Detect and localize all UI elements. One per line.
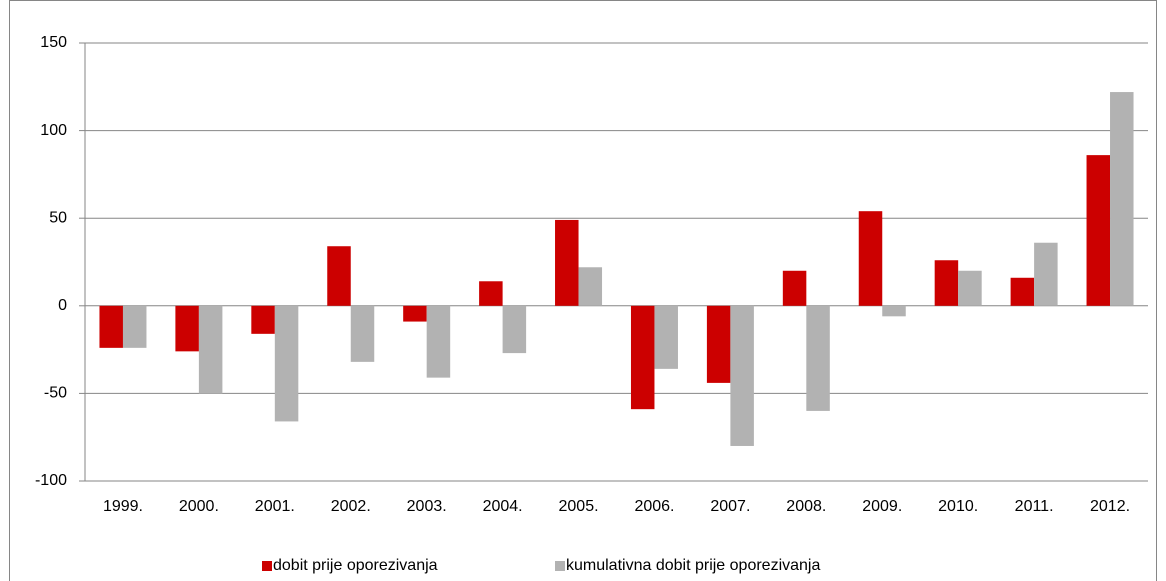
bar (122, 305, 147, 348)
y-tick-label: 50 (49, 209, 67, 226)
y-tick-label: -50 (44, 385, 67, 402)
legend-swatch (262, 561, 272, 571)
bar (858, 211, 883, 306)
bar (934, 260, 959, 306)
x-tick-label: 2010. (938, 498, 978, 515)
x-tick-label: 2008. (786, 498, 826, 515)
x-tick-label: 2000. (179, 498, 219, 515)
bar (1086, 155, 1111, 306)
bar (350, 305, 375, 362)
bar (1010, 277, 1035, 306)
bar (882, 305, 906, 317)
bar (327, 246, 351, 306)
bar (806, 305, 830, 411)
bar (654, 305, 678, 369)
bar (782, 270, 807, 306)
bar (1034, 242, 1058, 306)
legend-swatch (555, 561, 565, 571)
bar (175, 305, 199, 352)
bar (630, 305, 655, 410)
x-tick-label: 2005. (559, 498, 599, 515)
bar (958, 270, 982, 306)
bar (403, 305, 427, 322)
bar (198, 305, 223, 394)
x-tick-label: 1999. (103, 498, 143, 515)
bar (99, 305, 123, 348)
bar (479, 281, 503, 306)
bar (251, 305, 275, 334)
x-tick-label: 2004. (483, 498, 523, 515)
bar (706, 305, 731, 383)
x-tick-label: 2012. (1090, 498, 1130, 515)
x-tick-label: 2003. (407, 498, 447, 515)
bar (1110, 92, 1134, 306)
bar (502, 305, 527, 354)
x-tick-label: 2002. (331, 498, 371, 515)
x-tick-label: 2011. (1015, 498, 1054, 515)
bar (274, 305, 299, 422)
y-tick-label: 150 (40, 34, 67, 51)
x-tick-label: 2009. (862, 498, 902, 515)
y-tick-label: -100 (35, 472, 67, 489)
bar (578, 267, 603, 306)
chart-border (9, 0, 1157, 581)
bar (426, 305, 451, 378)
bar (730, 305, 754, 446)
x-tick-label: 2007. (710, 498, 750, 515)
y-tick-label: 100 (40, 122, 67, 139)
bar (555, 219, 579, 306)
x-tick-label: 2001. (255, 498, 295, 515)
legend-label: kumulativna dobit prije oporezivanja (566, 557, 820, 574)
legend-label: dobit prije oporezivanja (273, 557, 438, 574)
y-tick-label: 0 (58, 297, 67, 314)
x-tick-label: 2006. (634, 498, 674, 515)
